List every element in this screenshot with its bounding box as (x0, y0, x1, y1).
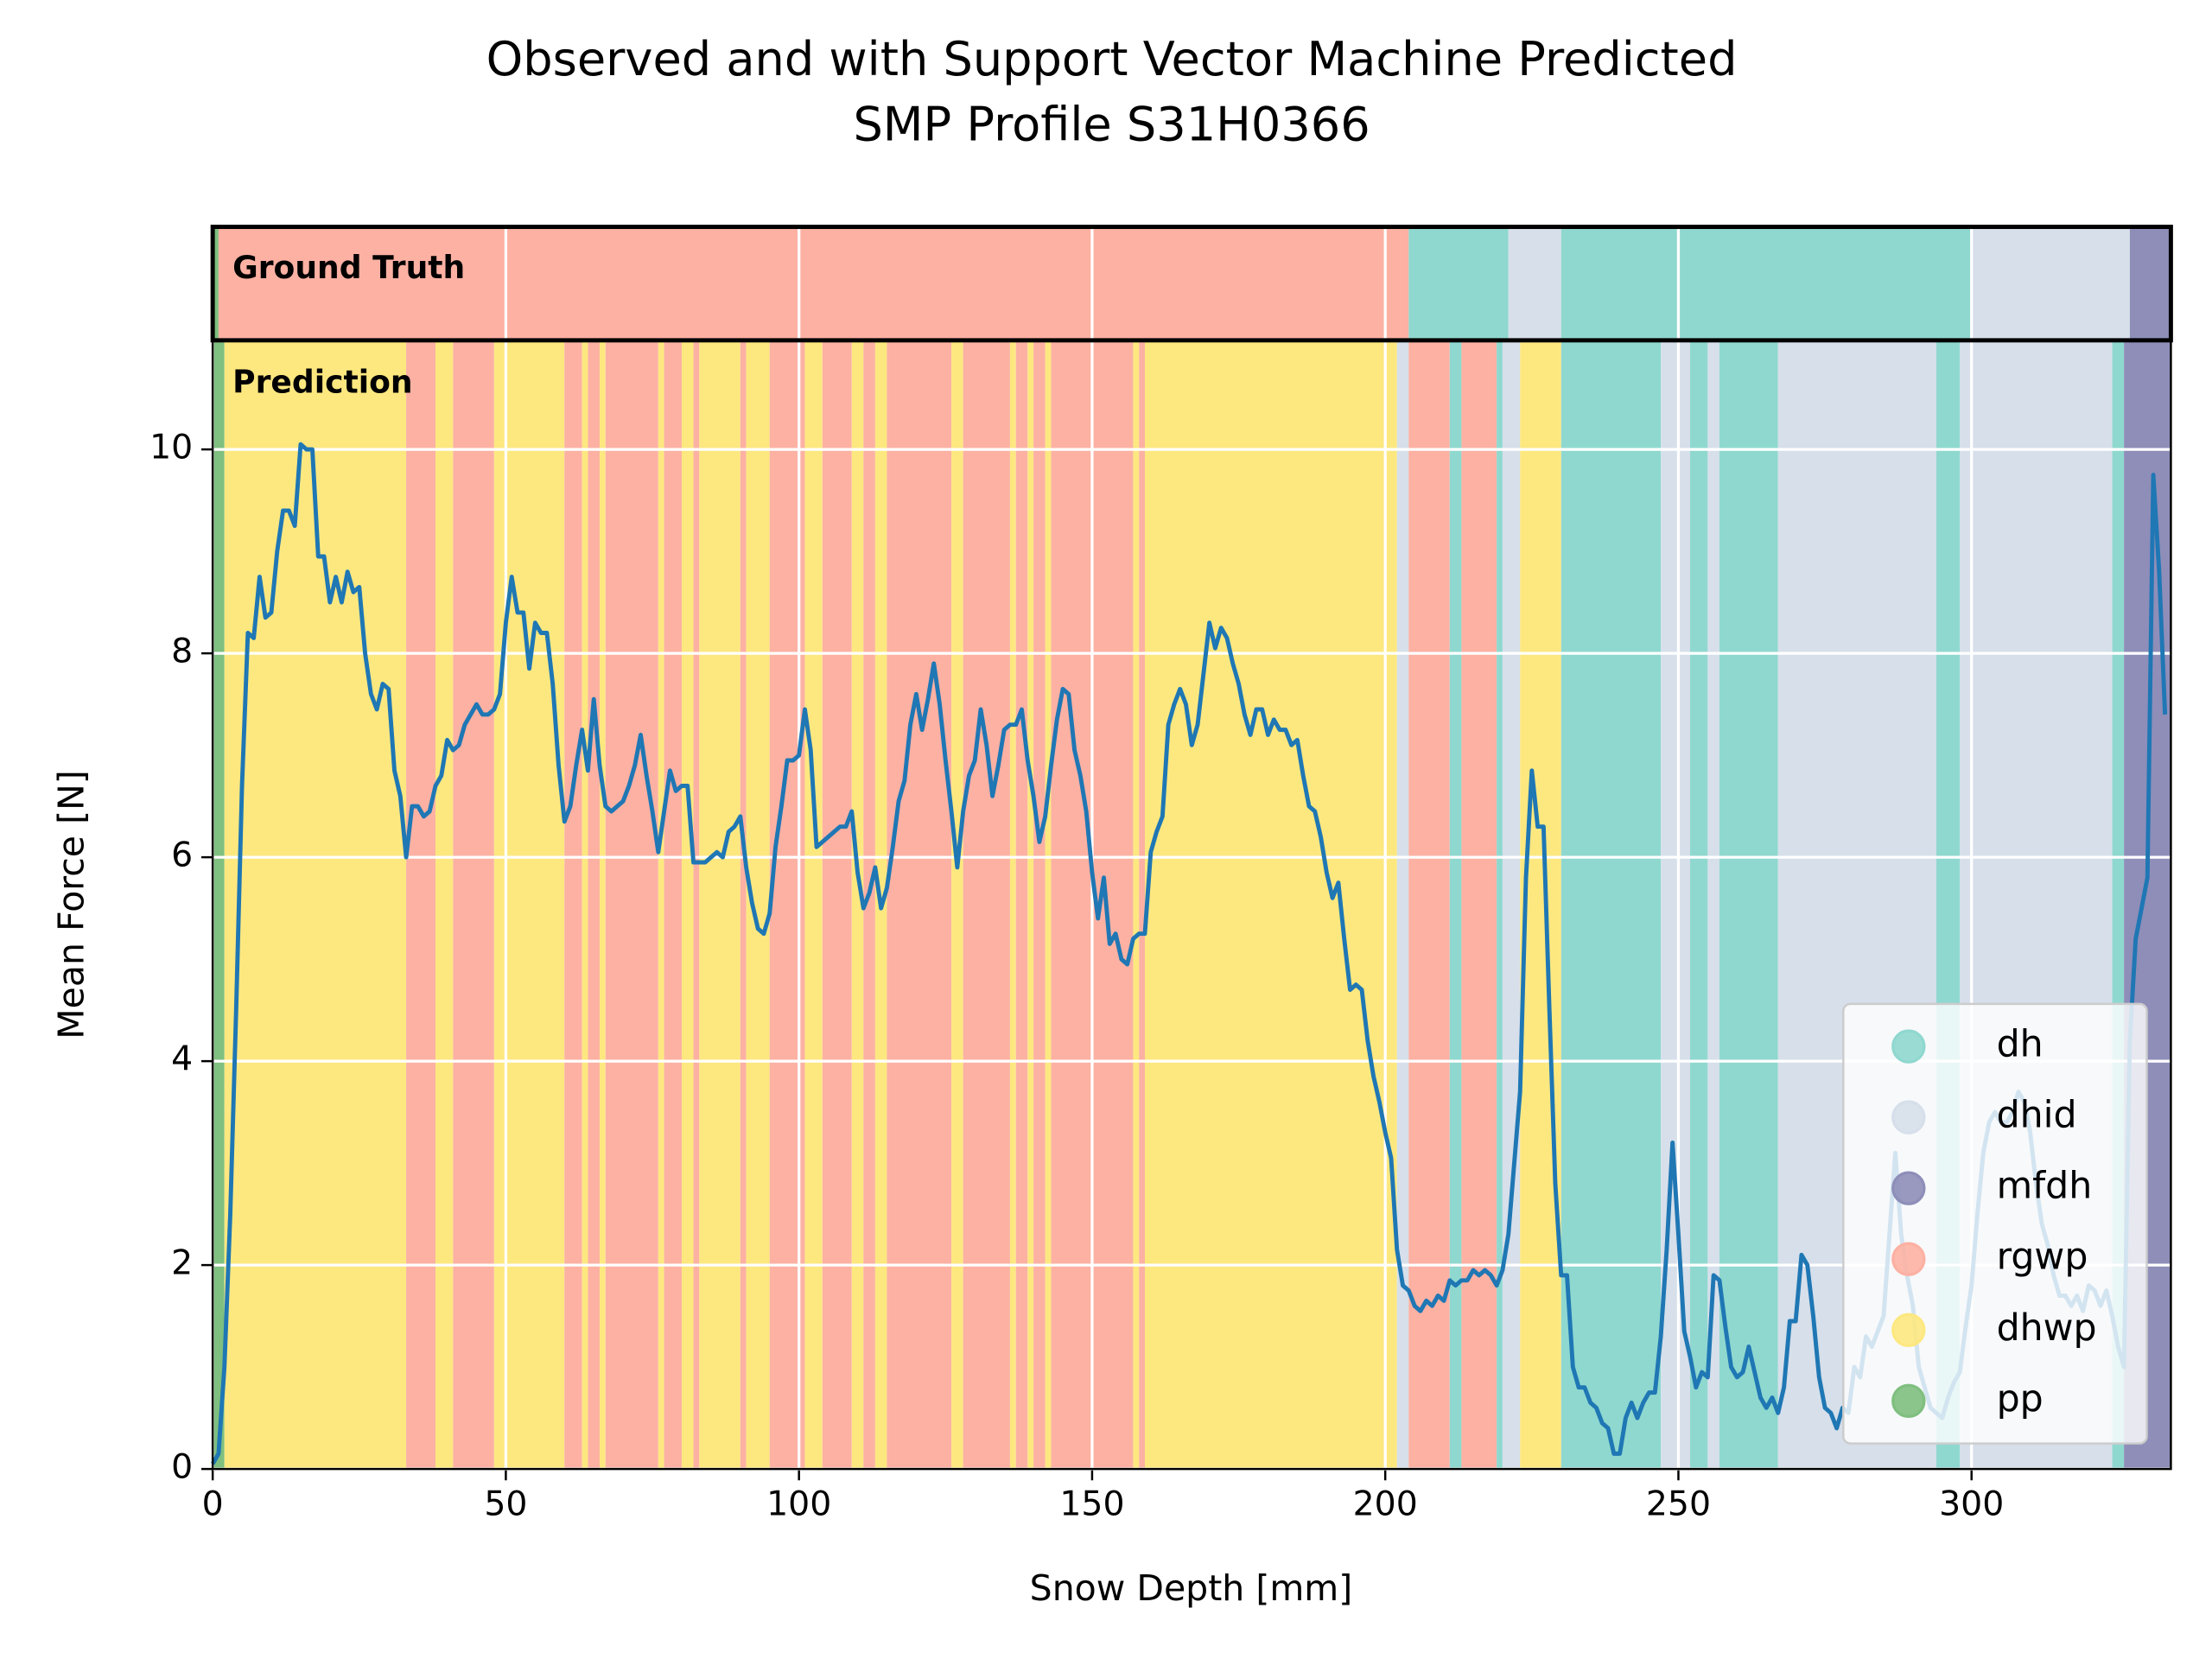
prediction-band (605, 340, 658, 1470)
legend-label: dhwp (1997, 1306, 2097, 1350)
prediction-band (804, 340, 823, 1470)
prediction-band (564, 340, 582, 1470)
x-tick-label: 50 (484, 1484, 527, 1523)
y-tick-label: 10 (149, 428, 193, 467)
prediction-band (699, 340, 741, 1470)
chart-title: Observed and with Support Vector Machine… (486, 32, 1738, 86)
prediction-band (1707, 340, 1719, 1470)
chart-title: SMP Profile S31H0366 (853, 97, 1370, 151)
prediction-band (681, 340, 694, 1470)
axes-frame (211, 339, 2172, 1471)
x-tick-label: 0 (202, 1484, 224, 1523)
prediction-band (1560, 340, 1662, 1470)
ground-truth-band (218, 226, 1409, 340)
x-tick-label: 200 (1353, 1484, 1418, 1523)
legend-label: mfdh (1997, 1165, 2093, 1208)
ground-truth-band (1408, 226, 1509, 340)
y-tick-label: 8 (171, 632, 193, 671)
prediction-band (1719, 340, 1778, 1470)
prediction-band (851, 340, 864, 1470)
prediction-band (863, 340, 875, 1470)
prediction-band (1015, 340, 1028, 1470)
prediction-band (1461, 340, 1497, 1470)
prediction-band (1497, 340, 1503, 1470)
prediction-band (1009, 340, 1016, 1470)
ground-truth-band (1971, 226, 2130, 340)
legend-label: dh (1997, 1023, 2044, 1066)
legend-label: dhid (1997, 1094, 2077, 1137)
prediction-band (963, 340, 1010, 1470)
legend-marker (1891, 1029, 1926, 1064)
prediction-band (664, 340, 682, 1470)
prediction-band (406, 340, 435, 1470)
ground-truth-band (1560, 226, 1972, 340)
prediction-band (658, 340, 664, 1470)
ground-truth-band (2129, 226, 2171, 340)
y-tick-label: 0 (171, 1447, 193, 1487)
prediction-band (887, 340, 952, 1470)
prediction-band (1033, 340, 1046, 1470)
x-tick-label: 250 (1646, 1484, 1711, 1523)
prediction-band (213, 340, 225, 1470)
prediction-band (599, 340, 606, 1470)
legend-marker (1891, 1383, 1926, 1419)
x-axis-label: Snow Depth [mm] (1030, 1567, 1353, 1609)
y-tick-label: 2 (171, 1243, 193, 1283)
legend-box (1842, 1002, 2148, 1445)
prediction-band (582, 340, 588, 1470)
data-line (211, 442, 2168, 1465)
y-tick-label: 4 (171, 1039, 193, 1079)
prediction-label: Prediction (232, 364, 412, 401)
prediction-band (1045, 340, 1052, 1470)
prediction-band (1133, 340, 1140, 1470)
prediction-band (1690, 340, 1708, 1470)
x-tick-label: 100 (766, 1484, 831, 1523)
legend-label: rgwp (1997, 1236, 2088, 1279)
ground-truth-band (213, 226, 219, 340)
prediction-band (746, 340, 770, 1470)
legend-label: pp (1997, 1377, 2044, 1421)
prediction-band (453, 340, 494, 1470)
prediction-band (822, 340, 852, 1470)
legend-marker (1891, 1313, 1926, 1347)
legend-marker (1891, 1100, 1926, 1135)
prediction-band (1139, 340, 1146, 1470)
prediction-band (1145, 340, 1397, 1470)
prediction-band (588, 340, 600, 1470)
prediction-band (740, 340, 747, 1470)
y-axis-label: Mean Force [N] (50, 770, 92, 1039)
prediction-band (435, 340, 454, 1470)
prediction-band (1027, 340, 1034, 1470)
prediction-band (693, 340, 700, 1470)
y-tick-label: 6 (171, 836, 193, 875)
prediction-band (1502, 340, 1521, 1470)
prediction-band (951, 340, 963, 1470)
legend-marker (1891, 1242, 1926, 1276)
prediction-band (1396, 340, 1409, 1470)
legend-marker (1891, 1171, 1926, 1205)
ground-truth-band (1508, 226, 1561, 340)
x-tick-label: 300 (1939, 1484, 2004, 1523)
prediction-band (1408, 340, 1450, 1470)
x-tick-label: 150 (1059, 1484, 1124, 1523)
ground-truth-label: Ground Truth (232, 249, 465, 286)
prediction-band (1449, 340, 1462, 1470)
